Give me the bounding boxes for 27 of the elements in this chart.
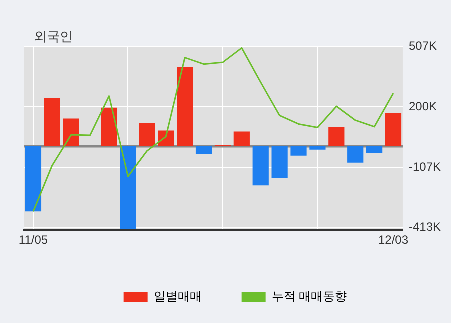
bar (310, 146, 326, 150)
bar (25, 146, 42, 212)
legend-label: 누적 매매동향 (272, 289, 348, 304)
bar (158, 130, 174, 146)
bar (196, 146, 212, 154)
bar (44, 98, 60, 146)
bar (120, 146, 136, 230)
bar (366, 146, 383, 153)
bar (139, 123, 156, 146)
legend-label: 일별매매 (154, 289, 202, 304)
y-tick-label: 507K (408, 38, 438, 53)
bar (328, 127, 345, 146)
chart-title: 외국인 (34, 29, 73, 46)
x-tick-label: 12/03 (378, 233, 409, 248)
y-tick-label: -413K (408, 220, 442, 234)
bar (348, 146, 364, 163)
bar (177, 67, 194, 146)
y-tick-label: -107K (408, 160, 442, 174)
bar (385, 113, 402, 146)
bar (234, 132, 250, 146)
bar (252, 146, 269, 186)
bar (63, 118, 80, 146)
x-tick-label: 11/05 (18, 233, 48, 248)
y-tick-label: 200K (408, 99, 438, 114)
bar (101, 108, 118, 146)
bar (272, 146, 288, 178)
bar (290, 146, 307, 156)
